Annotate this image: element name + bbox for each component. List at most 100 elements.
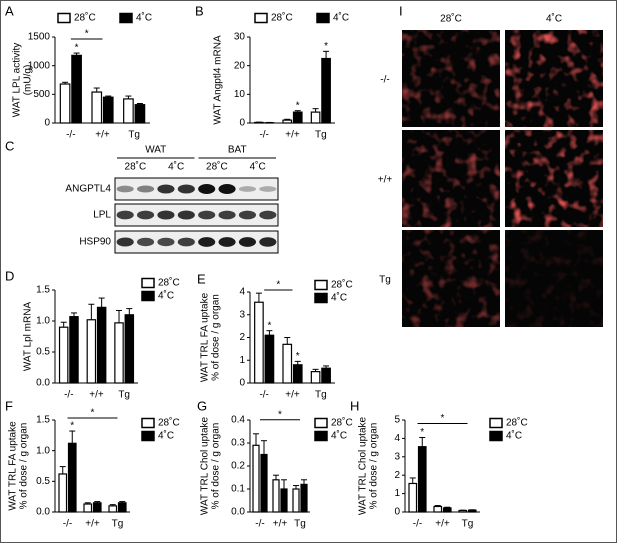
legend-swatch xyxy=(254,12,268,24)
bar xyxy=(92,502,102,513)
legend-swatch xyxy=(489,417,503,429)
y-axis-label: % of dose / g organ xyxy=(369,423,380,510)
legend-label: 4˚C xyxy=(333,12,349,24)
bar xyxy=(86,319,97,384)
bar xyxy=(83,503,93,513)
bar xyxy=(280,488,288,513)
x-tick-label: Tg xyxy=(112,519,124,530)
significance-star: * xyxy=(296,100,300,111)
legend-swatch xyxy=(314,430,328,442)
y-tick-label: 4 xyxy=(394,433,400,444)
y-tick-label: 0.5 xyxy=(36,476,50,487)
bracket-star: * xyxy=(91,408,95,419)
y-tick-label: 1 xyxy=(394,488,400,499)
legend-label: 4˚C xyxy=(158,290,174,302)
legend-swatch xyxy=(119,12,133,24)
bar xyxy=(292,364,303,384)
y-tick-label: 1.0 xyxy=(36,316,50,327)
y-axis-label: (mU/g) xyxy=(23,65,34,96)
x-tick-label: -/- xyxy=(64,390,73,401)
significance-star: * xyxy=(70,421,74,432)
blot-band xyxy=(198,210,216,220)
bar xyxy=(282,119,293,124)
blot-strip xyxy=(114,203,279,227)
bar xyxy=(300,483,308,513)
y-axis-label: % of dose / g organ xyxy=(211,294,222,381)
legend-label: 28˚C xyxy=(271,12,293,24)
panel-letter: C xyxy=(5,138,14,153)
bar xyxy=(59,83,71,124)
x-tick-label: -/- xyxy=(259,390,268,401)
blot-band xyxy=(238,210,256,220)
legend-swatch xyxy=(314,417,328,429)
y-tick-label: 0.4 xyxy=(231,415,245,426)
condition-label: 28˚C xyxy=(125,161,147,173)
panel-letter: A xyxy=(5,3,14,18)
bar xyxy=(69,316,79,384)
bar xyxy=(292,111,303,124)
legend-swatch xyxy=(141,417,155,429)
bar xyxy=(264,334,275,384)
bar xyxy=(321,367,331,384)
bracket-star: * xyxy=(276,280,280,291)
blot-band xyxy=(177,237,195,247)
legend-label: 4˚C xyxy=(136,12,152,24)
bar xyxy=(252,444,260,513)
bar xyxy=(433,505,443,513)
legend-swatch xyxy=(316,12,330,24)
blot-band xyxy=(198,184,216,194)
blot-band xyxy=(137,185,155,193)
legend-swatch xyxy=(489,430,503,442)
legend-label: 28˚C xyxy=(506,417,528,429)
significance-star: * xyxy=(324,41,328,52)
row-label: -/- xyxy=(380,75,389,86)
panel-letter: B xyxy=(195,3,204,18)
x-tick-label: +/+ xyxy=(285,130,300,141)
x-tick-label: -/- xyxy=(413,519,422,530)
bar xyxy=(260,453,268,513)
y-tick-label: 1500 xyxy=(28,32,51,43)
condition-label: 28˚C xyxy=(206,161,228,173)
bar xyxy=(67,442,77,513)
bar xyxy=(310,371,321,384)
blot-band xyxy=(259,186,277,192)
y-tick-label: 0 xyxy=(239,378,245,389)
legend-label: 28˚C xyxy=(331,417,353,429)
x-tick-label: Tg xyxy=(462,519,474,530)
protein-label: HSP90 xyxy=(79,237,111,248)
blot-band xyxy=(218,210,236,220)
bar xyxy=(292,488,300,513)
legend-label: 4˚C xyxy=(331,430,347,442)
y-axis-label: WAT TRL FA uptake xyxy=(8,421,19,511)
blot-band xyxy=(116,210,134,220)
y-tick-label: 3 xyxy=(394,451,400,462)
y-tick-label: 0 xyxy=(394,507,400,518)
bracket-star: * xyxy=(85,29,89,40)
blot-band xyxy=(198,237,216,247)
bar xyxy=(321,57,331,124)
blot-band xyxy=(238,237,256,247)
blot-band xyxy=(116,237,134,247)
y-tick-label: 0.0 xyxy=(231,507,245,518)
y-axis-label: WAT Lpl mRNA xyxy=(23,302,34,372)
y-tick-label: 2 xyxy=(394,470,400,481)
column-label: 28˚C xyxy=(440,13,462,25)
bar xyxy=(282,343,293,384)
legend-label: 4˚C xyxy=(331,292,347,304)
panel-letter: F xyxy=(5,398,13,413)
bar xyxy=(417,446,427,513)
x-tick-label: +/+ xyxy=(95,130,110,141)
bar xyxy=(254,301,264,384)
micrograph-signal xyxy=(505,30,603,127)
legend-label: 28˚C xyxy=(158,417,180,429)
protein-label: ANGPTL4 xyxy=(65,184,111,195)
micrograph-signal xyxy=(402,30,500,127)
y-tick-label: 0.3 xyxy=(231,438,245,449)
y-tick-label: 1000 xyxy=(28,60,51,71)
bar xyxy=(71,54,82,124)
bar xyxy=(272,479,280,513)
bar xyxy=(91,91,103,124)
blot-band xyxy=(177,184,195,194)
